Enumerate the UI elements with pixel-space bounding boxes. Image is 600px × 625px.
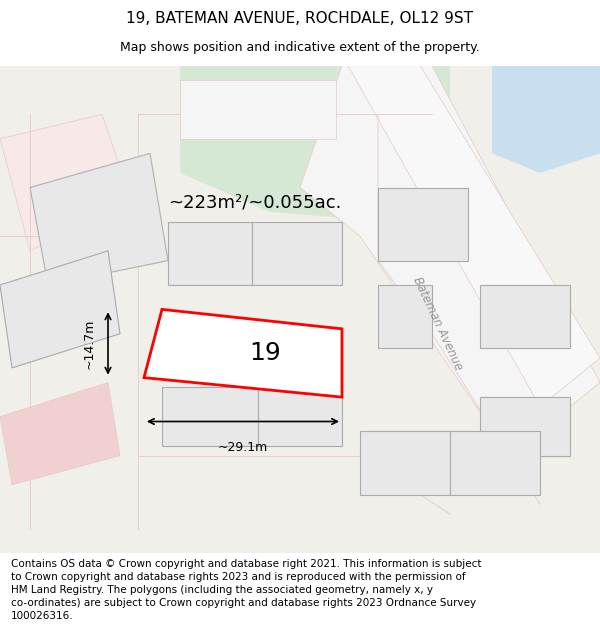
Text: HM Land Registry. The polygons (including the associated geometry, namely x, y: HM Land Registry. The polygons (includin… [11,585,433,595]
Polygon shape [0,251,120,368]
Polygon shape [180,80,336,139]
Text: to Crown copyright and database rights 2023 and is reproduced with the permissio: to Crown copyright and database rights 2… [11,572,466,582]
Text: Map shows position and indicative extent of the property.: Map shows position and indicative extent… [120,41,480,54]
Polygon shape [492,66,600,173]
Polygon shape [0,114,132,251]
Text: ~223m²/~0.055ac.: ~223m²/~0.055ac. [168,193,341,211]
Polygon shape [180,66,450,222]
Polygon shape [144,309,342,397]
Polygon shape [0,382,120,485]
Text: Bateman Avenue: Bateman Avenue [410,275,466,372]
Text: 19: 19 [250,341,281,365]
Polygon shape [378,188,468,261]
Polygon shape [450,431,540,494]
Polygon shape [300,66,600,456]
Polygon shape [162,388,258,446]
Text: 100026316.: 100026316. [11,611,73,621]
Polygon shape [252,222,342,285]
Text: ~29.1m: ~29.1m [218,441,268,454]
Text: 19, BATEMAN AVENUE, ROCHDALE, OL12 9ST: 19, BATEMAN AVENUE, ROCHDALE, OL12 9ST [127,11,473,26]
Polygon shape [30,153,168,285]
Polygon shape [348,66,600,407]
Polygon shape [168,222,252,285]
Polygon shape [258,388,342,446]
Polygon shape [480,285,570,348]
Text: ~14.7m: ~14.7m [83,318,96,369]
Text: co-ordinates) are subject to Crown copyright and database rights 2023 Ordnance S: co-ordinates) are subject to Crown copyr… [11,598,476,608]
Polygon shape [378,285,432,348]
Polygon shape [480,397,570,456]
Polygon shape [360,431,450,494]
Text: Contains OS data © Crown copyright and database right 2021. This information is : Contains OS data © Crown copyright and d… [11,559,481,569]
